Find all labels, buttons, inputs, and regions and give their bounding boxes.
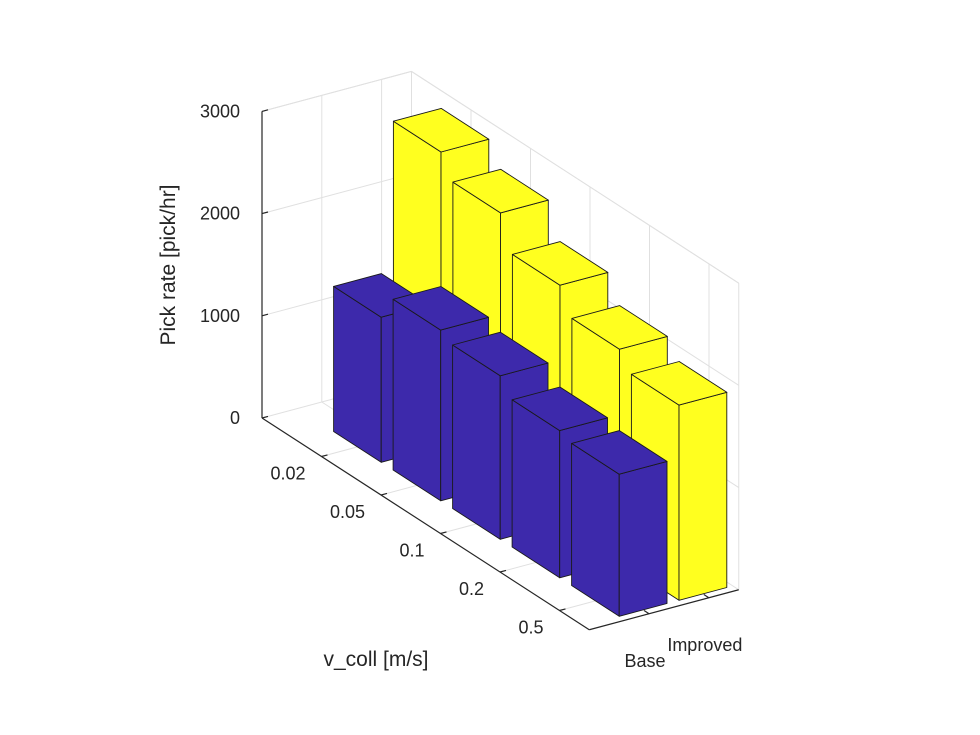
z-tick-mark-0 [261,415,269,419]
bar-top-face [511,241,609,286]
x-tick-label-2: 0.1 [399,541,424,561]
z-tick-mark-2 [261,211,269,215]
z-tick-label-3: 3000 [200,101,240,121]
bar-top-face [392,286,489,331]
z-tick-mark-3 [261,109,269,112]
x-tick-mark-0 [321,454,328,458]
y-tick-mark-0 [643,610,650,615]
bar-top-face [452,331,549,377]
axes [261,109,739,631]
tick-labels: 0 1000 2000 3000 0.02 0.05 0.1 0.2 0.5 BaseImprov… [200,101,742,670]
bar-front-face [392,298,442,502]
bar-top-face [571,430,668,475]
bar-base-4 [571,430,668,617]
z-tick-label-2: 2000 [200,204,240,224]
y-tick-label-1: Improved [667,635,742,655]
y-tick-label-0: Base [625,651,666,671]
x-tick-label-3: 0.2 [459,579,484,599]
bar-top-face [452,168,549,214]
x-tick-mark-2 [440,531,447,535]
x-axis-line [261,417,590,631]
z-tick-label-0: 0 [230,408,240,428]
grid-line-left-z-2 [261,173,412,215]
z-tick-label-1: 1000 [200,306,240,326]
bars [333,107,728,617]
x-tick-mark-3 [499,569,507,573]
grid-line-top-left [261,70,412,112]
bar-top-face [511,386,608,432]
y-tick-mark-1 [703,594,710,599]
x-tick-label-4: 0.5 [518,618,543,638]
bar-side-face [618,460,668,617]
y-axis-line [589,589,739,631]
grid-line-top-back [411,70,740,284]
x-tick-label-1: 0.05 [330,502,365,522]
bar-top-face [392,107,490,153]
bar-front-face [452,344,501,540]
bar-side-face [678,391,728,601]
bar-top-face [571,305,668,350]
bar-top-face [630,361,728,406]
x-tick-mark-4 [559,608,566,612]
z-tick-mark-1 [261,313,269,317]
z-axis-label: Pick rate [pick/hr] [157,184,180,345]
x-tick-label-0: 0.02 [270,464,305,484]
x-tick-mark-1 [380,492,388,496]
x-axis-label: v_coll [m/s] [323,648,428,671]
